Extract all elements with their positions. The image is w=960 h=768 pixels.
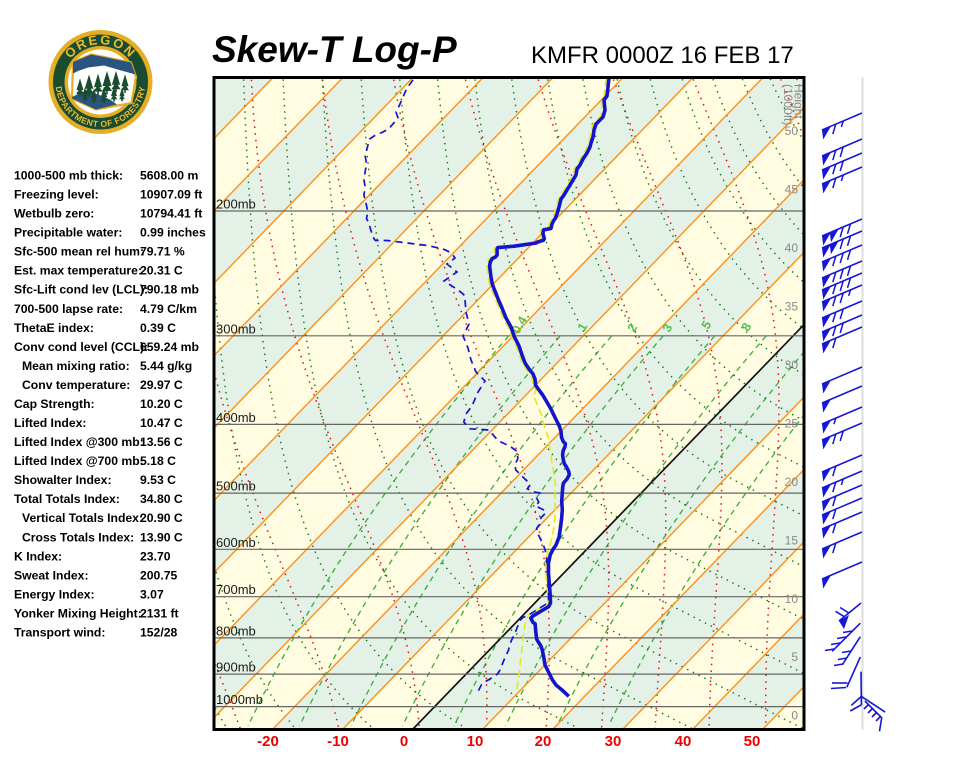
svg-text:30: 30 <box>785 358 799 372</box>
svg-text:10: 10 <box>467 733 484 750</box>
svg-text:20.90 C: 20.90 C <box>140 511 183 525</box>
svg-text:1000mb: 1000mb <box>216 692 263 707</box>
svg-text:(1000ft): (1000ft) <box>781 84 795 125</box>
svg-text:-20: -20 <box>257 733 279 750</box>
svg-text:50: 50 <box>785 124 799 138</box>
svg-text:30: 30 <box>605 733 622 750</box>
svg-text:Conv temperature:: Conv temperature: <box>22 378 130 392</box>
svg-text:Height: Height <box>792 84 806 119</box>
svg-text:0.99 inches: 0.99 inches <box>140 226 206 240</box>
svg-text:0.39 C: 0.39 C <box>140 321 176 335</box>
svg-text:Lifted Index @700 mb:: Lifted Index @700 mb: <box>14 454 144 468</box>
svg-text:1000-500 mb thick:: 1000-500 mb thick: <box>14 169 123 183</box>
svg-text:0: 0 <box>400 733 408 750</box>
svg-text:-10: -10 <box>327 733 349 750</box>
svg-text:Sfc-Lift cond lev (LCL):: Sfc-Lift cond lev (LCL): <box>14 283 148 297</box>
svg-text:Total Totals Index:: Total Totals Index: <box>14 492 120 506</box>
svg-text:34.80 C: 34.80 C <box>140 492 183 506</box>
svg-text:152/28: 152/28 <box>140 626 177 640</box>
svg-text:700-500 lapse rate:: 700-500 lapse rate: <box>14 302 123 316</box>
svg-text:790.18 mb: 790.18 mb <box>140 283 199 297</box>
svg-text:5.18 C: 5.18 C <box>140 454 176 468</box>
svg-text:Freezing level:: Freezing level: <box>14 188 99 202</box>
svg-text:900mb: 900mb <box>216 660 256 675</box>
svg-text:300mb: 300mb <box>216 321 256 336</box>
svg-text:10.47 C: 10.47 C <box>140 416 183 430</box>
svg-text:Skew-T Log-P: Skew-T Log-P <box>212 29 457 70</box>
svg-text:Energy Index:: Energy Index: <box>14 587 95 601</box>
svg-text:Cross Totals Index:: Cross Totals Index: <box>22 530 134 544</box>
svg-text:3.07: 3.07 <box>140 587 164 601</box>
svg-text:Yonker Mixing Height:: Yonker Mixing Height: <box>14 606 142 620</box>
svg-text:15: 15 <box>785 533 799 547</box>
svg-text:35: 35 <box>785 299 799 313</box>
svg-text:Conv cond level (CCL):: Conv cond level (CCL): <box>14 340 148 354</box>
svg-text:Lifted Index @300 mb:: Lifted Index @300 mb: <box>14 435 144 449</box>
svg-text:800mb: 800mb <box>216 623 256 638</box>
svg-text:5.44 g/kg: 5.44 g/kg <box>140 359 192 373</box>
svg-text:0: 0 <box>791 709 798 723</box>
svg-text:Mean mixing ratio:: Mean mixing ratio: <box>22 359 130 373</box>
svg-text:Cap Strength:: Cap Strength: <box>14 397 95 411</box>
svg-text:KMFR 0000Z 16 FEB 17: KMFR 0000Z 16 FEB 17 <box>531 42 794 69</box>
svg-text:Precipitable water:: Precipitable water: <box>14 226 122 240</box>
svg-text:659.24 mb: 659.24 mb <box>140 340 199 354</box>
svg-text:20: 20 <box>535 733 552 750</box>
svg-text:13.56 C: 13.56 C <box>140 435 183 449</box>
svg-text:5608.00 m: 5608.00 m <box>140 169 198 183</box>
svg-text:Wetbulb zero:: Wetbulb zero: <box>14 207 94 221</box>
svg-text:Transport wind:: Transport wind: <box>14 626 105 640</box>
svg-text:10: 10 <box>785 592 799 606</box>
svg-text:79.71 %: 79.71 % <box>140 245 185 259</box>
svg-text:700mb: 700mb <box>216 582 256 597</box>
svg-text:600mb: 600mb <box>216 535 256 550</box>
svg-text:Sfc-500 mean rel hum:: Sfc-500 mean rel hum: <box>14 245 144 259</box>
svg-text:10794.41 ft: 10794.41 ft <box>140 207 202 221</box>
svg-text:20: 20 <box>785 475 799 489</box>
svg-text:40: 40 <box>785 241 799 255</box>
svg-text:10.20 C: 10.20 C <box>140 397 183 411</box>
svg-text:20.31 C: 20.31 C <box>140 264 183 278</box>
svg-text:Sweat Index:: Sweat Index: <box>14 568 89 582</box>
svg-text:Lifted Index:: Lifted Index: <box>14 416 86 430</box>
svg-text:40: 40 <box>675 733 692 750</box>
svg-text:9.53 C: 9.53 C <box>140 473 176 487</box>
svg-text:200mb: 200mb <box>216 197 256 212</box>
svg-text:500mb: 500mb <box>216 479 256 494</box>
svg-text:25: 25 <box>785 416 799 430</box>
svg-text:Showalter Index:: Showalter Index: <box>14 473 112 487</box>
svg-text:K Index:: K Index: <box>14 549 62 563</box>
svg-text:29.97 C: 29.97 C <box>140 378 183 392</box>
svg-text:10907.09 ft: 10907.09 ft <box>140 188 202 202</box>
svg-text:200.75: 200.75 <box>140 568 177 582</box>
svg-text:23.70: 23.70 <box>140 549 171 563</box>
svg-text:ThetaE index:: ThetaE index: <box>14 321 94 335</box>
svg-text:Vertical Totals Index:: Vertical Totals Index: <box>22 511 143 525</box>
svg-text:400mb: 400mb <box>216 410 256 425</box>
svg-text:50: 50 <box>744 733 761 750</box>
svg-text:4.79 C/km: 4.79 C/km <box>140 302 197 316</box>
svg-text:45: 45 <box>785 183 799 197</box>
svg-text:2131 ft: 2131 ft <box>140 606 179 620</box>
svg-text:5: 5 <box>791 650 798 664</box>
svg-text:13.90 C: 13.90 C <box>140 530 183 544</box>
svg-text:Est. max temperature:: Est. max temperature: <box>14 264 142 278</box>
